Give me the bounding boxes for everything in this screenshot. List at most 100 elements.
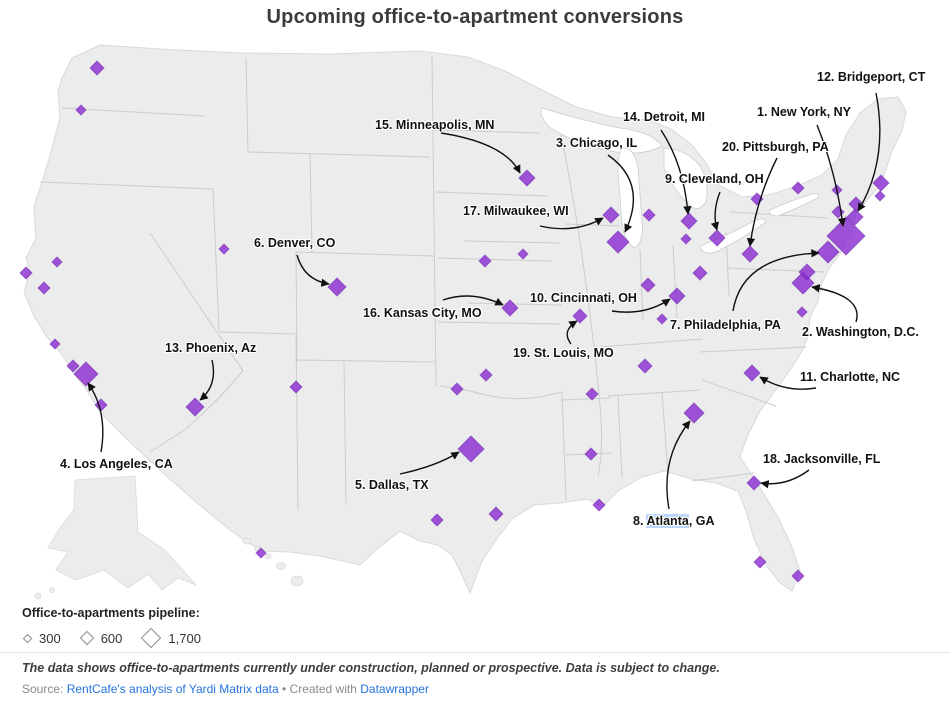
legend-item-label: 300 [39,630,61,646]
city-marker-cincinnati[interactable] [668,287,686,305]
city-marker[interactable] [479,368,493,382]
label-arrow-minneapolis [440,132,521,174]
legend-item-label: 600 [100,630,123,646]
footer-source: Source: RentCafe's analysis of Yardi Mat… [22,682,429,696]
city-marker[interactable] [430,513,444,527]
label-arrows-layer [87,92,881,510]
legend-item: 1,700 [140,627,201,649]
label-arrow-los-angeles [87,382,104,453]
aleutian-island [34,592,42,600]
city-marker-milwaukee[interactable] [602,206,620,224]
city-marker[interactable] [218,243,230,255]
label-arrow-new-york [816,124,847,227]
city-marker[interactable] [478,254,492,268]
city-marker-st-louis[interactable] [572,308,588,324]
chart-title: Upcoming office-to-apartment conversions [266,6,684,28]
label-arrow-denver [296,254,330,287]
city-marker[interactable] [872,174,890,192]
city-marker[interactable] [680,233,692,245]
city-marker[interactable] [89,60,105,76]
city-marker-los-angeles[interactable] [73,361,99,387]
legend-heading: Office-to-apartments pipeline: [22,606,200,620]
city-marker[interactable] [656,313,668,325]
city-marker-kansas-city[interactable] [501,299,519,317]
datawrapper-link[interactable]: Datawrapper [360,682,429,696]
city-marker-philadelphia[interactable] [816,240,840,264]
legend-item: 300 [22,631,61,646]
city-marker[interactable] [791,181,805,195]
legend: Office-to-apartments pipeline: 300 600 1,7… [22,606,201,649]
city-marker-cleveland[interactable] [708,229,726,247]
source-prefix: Source: [22,682,67,696]
legend-items: 300 600 1,700 [22,627,201,649]
label-arrow-milwaukee [539,217,604,230]
city-marker-new-york[interactable] [826,216,866,256]
legend-item: 600 [79,630,123,646]
city-marker[interactable] [584,447,598,461]
city-markers-layer [19,60,890,583]
city-marker[interactable] [791,569,805,583]
footer-note: The data shows office-to-apartments curr… [22,661,720,675]
city-marker-jacksonville[interactable] [746,475,762,491]
city-marker[interactable] [488,506,504,522]
city-marker[interactable] [255,547,267,559]
city-marker-phoenix[interactable] [185,397,205,417]
city-marker[interactable] [66,359,80,373]
label-arrow-washington-dc [811,284,858,323]
city-marker-denver[interactable] [327,277,347,297]
label-arrow-kansas-city [442,295,504,306]
separator: • [278,682,290,696]
city-marker-minneapolis[interactable] [518,169,536,187]
footer-divider [0,652,950,653]
city-marker-bridgeport[interactable] [846,208,864,226]
city-marker[interactable] [637,358,653,374]
label-arrow-dallas [399,451,460,475]
city-marker-detroit[interactable] [680,212,698,230]
city-marker[interactable] [37,281,51,295]
city-marker[interactable] [450,382,464,396]
label-arrow-charlotte [759,376,817,390]
label-arrow-cincinnati [611,298,671,313]
city-marker[interactable] [585,387,599,401]
label-arrow-pittsburgh [746,157,778,247]
city-marker[interactable] [51,256,63,268]
label-arrow-bridgeport [857,92,881,212]
label-arrow-atlanta [666,420,691,510]
city-marker[interactable] [874,190,886,202]
city-marker[interactable] [640,277,656,293]
city-marker-atlanta[interactable] [683,402,705,424]
label-arrow-philadelphia [732,249,820,312]
label-arrow-st-louis [566,320,578,345]
label-arrow-cleveland [710,191,721,231]
city-marker[interactable] [798,263,816,281]
city-marker[interactable] [796,306,808,318]
state-borders [39,55,829,511]
city-marker-chicago[interactable] [606,230,630,254]
label-arrow-chicago [607,154,635,233]
city-marker[interactable] [19,266,33,280]
created-with: Created with [289,682,361,696]
legend-diamond-icon [141,627,162,649]
label-arrow-jacksonville [760,469,810,489]
legend-item-label: 1,700 [168,630,201,646]
city-marker-pittsburgh[interactable] [741,245,759,263]
city-marker[interactable] [49,338,61,350]
city-marker[interactable] [75,104,87,116]
hawaii-shape [242,537,304,587]
legend-diamond-icon [79,630,95,646]
city-marker[interactable] [517,248,529,260]
legend-diamond-icon [22,633,33,643]
city-marker-dallas[interactable] [457,435,485,463]
city-marker-charlotte[interactable] [743,364,761,382]
aleutian-island [49,587,55,593]
city-marker[interactable] [289,380,303,394]
label-arrow-detroit [660,129,692,215]
source-link[interactable]: RentCafe's analysis of Yardi Matrix data [66,682,279,696]
us-mainland-shape [23,44,907,595]
alaska-shape [47,475,197,591]
city-marker[interactable] [592,498,606,512]
city-marker[interactable] [642,208,656,222]
city-marker[interactable] [753,555,767,569]
city-marker[interactable] [692,265,708,281]
